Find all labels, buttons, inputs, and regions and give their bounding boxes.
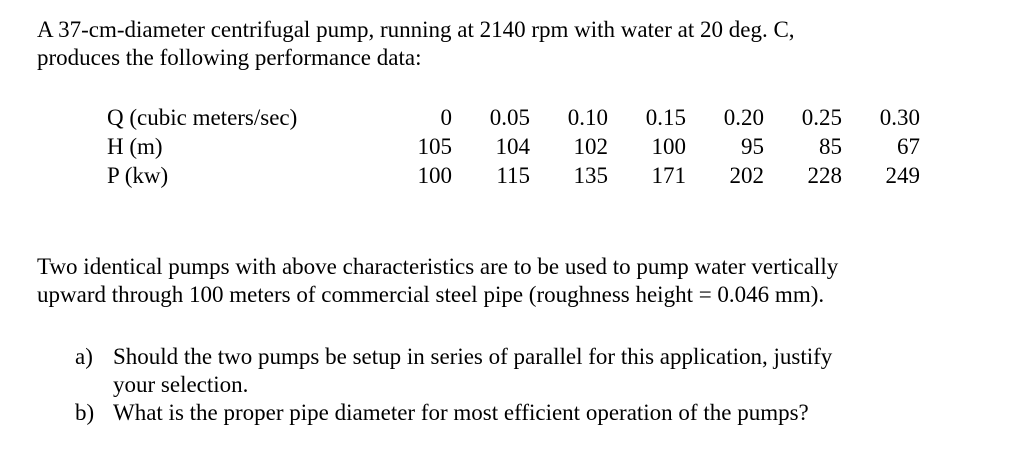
- table-cell: 0.30: [879, 105, 920, 130]
- row-label-p: P (kw): [107, 163, 169, 188]
- question-text-line-2: your selection.: [113, 372, 249, 397]
- setup-line-2: upward through 100 meters of commercial …: [37, 282, 825, 307]
- intro-line-2: produces the following performance data:: [37, 45, 422, 70]
- question-list: a) Should the two pumps be setup in seri…: [75, 343, 975, 427]
- table-cell: 0.20: [723, 105, 764, 130]
- question-a: a) Should the two pumps be setup in seri…: [75, 343, 975, 399]
- table-cell: 0.25: [801, 105, 842, 130]
- row-label-h: H (m): [107, 134, 163, 159]
- table-row: H (m) 105 104 102 100 95 85 67: [107, 132, 920, 161]
- row-label-q: Q (cubic meters/sec): [107, 105, 298, 130]
- intro-line-1: A 37-cm-diameter centrifugal pump, runni…: [37, 17, 795, 42]
- table-cell: 0.10: [567, 105, 608, 130]
- table-cell: 135: [573, 163, 609, 188]
- table-cell: 85: [819, 134, 842, 159]
- table-cell: 0.15: [645, 105, 686, 130]
- performance-table: Q (cubic meters/sec) 0 0.05 0.10 0.15 0.…: [107, 103, 920, 190]
- table-cell: 228: [807, 163, 843, 188]
- table-cell: 100: [651, 134, 687, 159]
- question-b: b) What is the proper pipe diameter for …: [75, 399, 975, 427]
- table-cell: 249: [885, 163, 921, 188]
- table-cell: 95: [741, 134, 764, 159]
- table-cell: 202: [729, 163, 765, 188]
- question-marker: a): [75, 344, 93, 369]
- table-row: P (kw) 100 115 135 171 202 228 249: [107, 161, 920, 190]
- table-cell: 67: [897, 134, 920, 159]
- table-cell: 105: [417, 134, 453, 159]
- table-cell: 104: [495, 134, 531, 159]
- table-cell: 115: [496, 163, 530, 188]
- table-cell: 0: [440, 105, 453, 130]
- problem-intro: A 37-cm-diameter centrifugal pump, runni…: [37, 16, 997, 72]
- table-row: Q (cubic meters/sec) 0 0.05 0.10 0.15 0.…: [107, 103, 920, 132]
- table-cell: 171: [651, 163, 687, 188]
- table-cell: 0.05: [489, 105, 530, 130]
- setup-paragraph: Two identical pumps with above character…: [37, 253, 997, 309]
- question-text-line-1: Should the two pumps be setup in series …: [113, 344, 833, 369]
- question-text-line-1: What is the proper pipe diameter for mos…: [113, 400, 809, 425]
- table-cell: 102: [573, 134, 609, 159]
- table-cell: 100: [417, 163, 453, 188]
- question-marker: b): [75, 400, 95, 425]
- setup-line-1: Two identical pumps with above character…: [37, 254, 839, 279]
